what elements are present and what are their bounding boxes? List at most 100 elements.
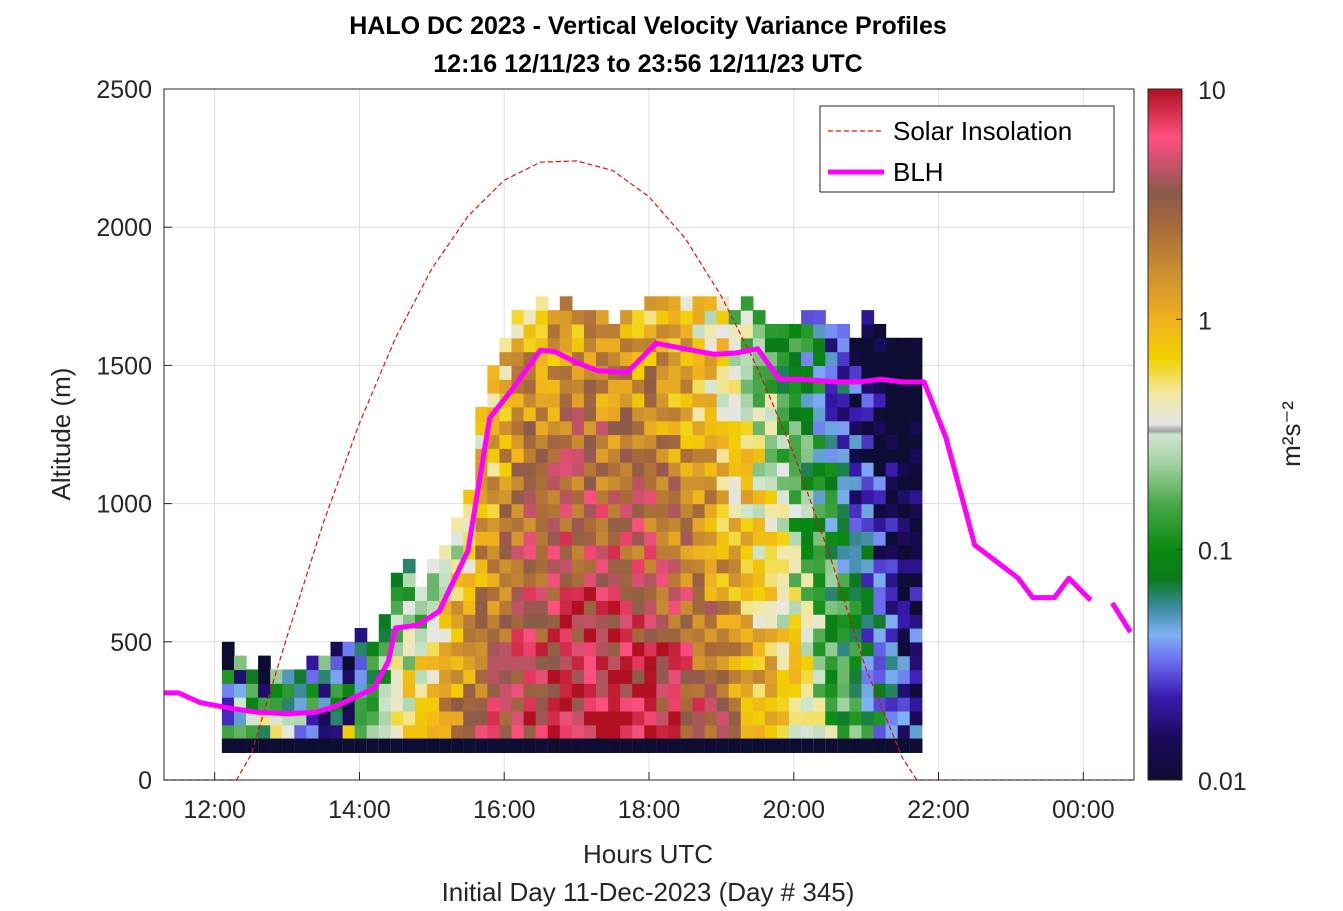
heatmap-cell [764,669,778,684]
heatmap-cell [752,586,766,601]
heatmap-cell [608,724,621,740]
heatmap-cell [282,669,295,684]
heatmap-cell [306,683,320,698]
heatmap-cell [825,697,838,712]
heatmap-cell [885,683,899,698]
heatmap-cell [427,586,440,601]
heatmap-cell [789,365,802,380]
heatmap-cell [873,323,887,339]
heatmap-cell [801,406,814,422]
heatmap-cell [233,669,247,684]
heatmap-cell [378,627,392,643]
heatmap-cell [463,641,476,657]
heatmap-cell [861,697,875,712]
heatmap-cell [909,531,923,546]
heatmap-cell [704,724,718,740]
plot-area: 12:00 14:00 16:00 18:00 20:00 22:00 00:00 0 500… [96,76,1135,824]
x-tick-label-4: 20:00 [762,796,825,824]
heatmap-cell [475,655,488,671]
heatmap-cell [233,738,247,753]
heatmap-cell [402,586,416,601]
heatmap-cell [632,379,645,394]
heatmap-cell [221,710,235,726]
heatmap-cell [668,558,682,574]
heatmap-cell [728,710,742,726]
heatmap-cell [801,365,814,380]
heatmap-cell [680,655,694,671]
heatmap-cell [692,379,706,394]
heatmap-cell [789,406,802,422]
heatmap-cell [704,669,718,684]
heatmap-cell [487,683,501,698]
heatmap-cell [873,462,887,477]
heatmap-cell [849,545,863,560]
heatmap-cell [644,434,657,449]
heatmap-cell [632,738,645,753]
heatmap-cell [764,475,778,491]
heatmap-cell [728,641,742,657]
heatmap-cell [728,393,742,408]
heatmap-cell [837,641,850,657]
heatmap-cell [535,697,549,712]
heatmap-cell [873,655,887,671]
heatmap-cell [789,697,802,712]
heatmap-cell [511,586,525,601]
heatmap-cell [608,434,621,449]
heatmap-cell [849,738,863,753]
heatmap-cell [849,420,863,436]
heatmap-cell [511,655,525,671]
heatmap-cell [632,558,645,574]
heatmap-cell [704,434,718,449]
heatmap-cell [728,558,742,574]
heatmap-cell [330,669,344,684]
heatmap-cell [270,724,283,740]
heatmap-cell [849,600,863,615]
heatmap-cell [680,517,694,532]
heatmap-cell [885,337,899,353]
heatmap-cell [716,683,730,698]
heatmap-cell [861,475,875,491]
heatmap-cell [668,310,682,325]
heatmap-cell [632,365,645,380]
heatmap-cell [789,475,802,491]
heatmap-cell [258,669,271,684]
heatmap-cell [740,614,754,629]
heatmap-cell [716,724,730,740]
heatmap-cell [366,738,380,753]
heatmap-cell [632,572,645,588]
heatmap-cell [499,434,513,449]
heatmap-cell [571,614,585,629]
heatmap-cell [764,406,778,422]
heatmap-cell [559,448,573,463]
heatmap-cell [873,489,887,505]
heatmap-cell [837,738,850,753]
heatmap-cell [487,365,501,380]
heatmap-cell [559,462,573,477]
heatmap-cell [487,475,501,491]
heatmap-cell [523,683,537,698]
heatmap-cell [656,655,669,671]
heatmap-cell [511,503,525,519]
heatmap-cell [825,462,838,477]
heatmap-cell [390,710,404,726]
heatmap-cell [608,545,621,560]
heatmap-cell [885,697,899,712]
heatmap-cell [813,683,826,698]
heatmap-cell [740,738,754,753]
heatmap-cell [764,614,778,629]
heatmap-cell [499,503,513,519]
heatmap-cell [740,655,754,671]
heatmap-cell [644,448,657,463]
heatmap-cell [813,406,826,422]
heatmap-cell [704,586,718,601]
heatmap-cell [668,697,682,712]
heatmap-cell [692,462,706,477]
heatmap-cell [547,531,561,546]
heatmap-cell [801,627,814,643]
heatmap-cell [680,323,694,339]
heatmap-cell [523,434,537,449]
x-tick-label-6: 00:00 [1052,796,1115,824]
heatmap-cell [644,572,657,588]
heatmap-cell [680,434,694,449]
heatmap-cell [776,641,790,657]
